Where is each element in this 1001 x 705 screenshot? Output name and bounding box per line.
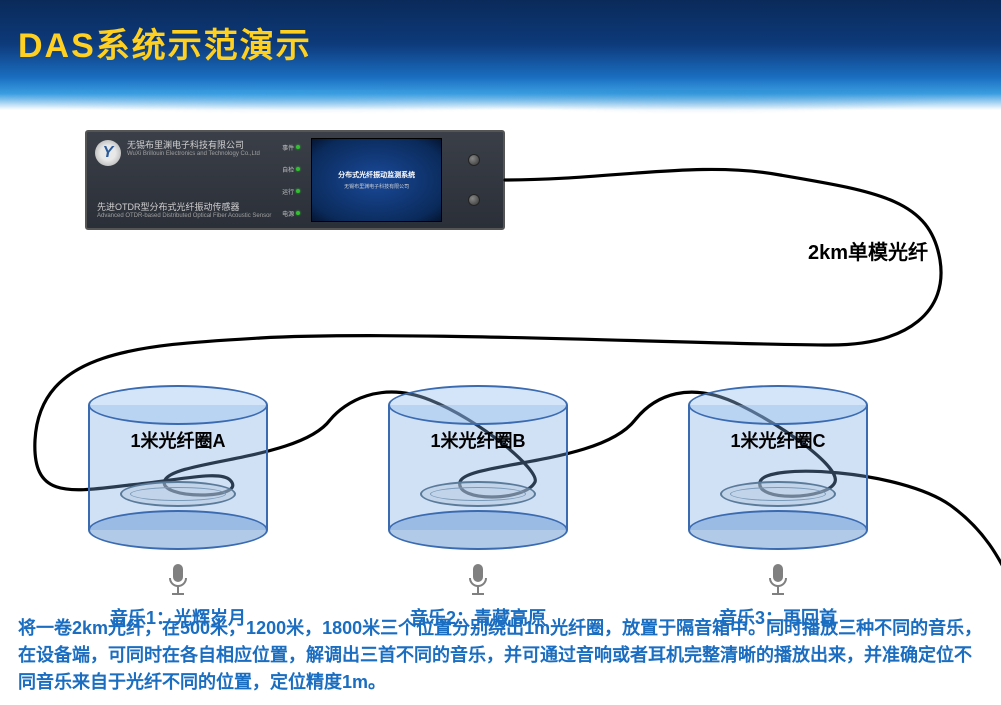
fiber-coil-C: 1米光纤圈C 音乐3：再回首 [688, 385, 868, 550]
fiber-label: 2km单模光纤 [808, 236, 928, 265]
led-icon [296, 167, 300, 171]
device-led-panel: 事件 自检 运行 电源 [275, 132, 308, 228]
fiber-coil-A: 1米光纤圈A 音乐1：光辉岁月 [88, 385, 268, 550]
led-label: 事件 [282, 143, 294, 152]
fiber-ring-icon [720, 481, 835, 507]
cylinder-top [388, 385, 568, 425]
fiber-ring-icon [120, 481, 235, 507]
device-company: 无锡布里渊电子科技有限公司 WuXi Brillouin Electronics… [127, 140, 260, 158]
cylinder-top [88, 385, 268, 425]
microphone-icon [165, 562, 191, 600]
led-icon [296, 189, 300, 193]
slide-title: DAS系统示范演示 [18, 18, 312, 67]
screen-line2: 无锡布里渊电子科技有限公司 [344, 183, 409, 190]
slide-description: 将一卷2km光纤，在500米，1200米，1800米三个位置分别绕出1m光纤圈，… [18, 615, 983, 696]
cylinder-bottom [88, 510, 268, 550]
cylinder-bottom [688, 510, 868, 550]
device-product-en: Advanced OTDR-based Distributed Optical … [97, 213, 271, 220]
coil-label: 1米光纤圈C [688, 427, 868, 453]
device-product: 先进OTDR型分布式光纤振动传感器 Advanced OTDR-based Di… [97, 202, 271, 220]
device-product-zh: 先进OTDR型分布式光纤振动传感器 [97, 202, 271, 213]
device-screen: 分布式光纤振动监测系统 无锡布里渊电子科技有限公司 [311, 138, 441, 222]
coil-label: 1米光纤圈A [88, 427, 268, 453]
device-knob-icon [468, 154, 480, 166]
coil-label: 1米光纤圈B [388, 427, 568, 453]
led-label: 运行 [282, 187, 294, 196]
fiber-ring-icon [420, 481, 535, 507]
cylinder-bottom [388, 510, 568, 550]
fiber-coil-B: 1米光纤圈B 音乐2：青藏高原 [388, 385, 568, 550]
device-company-zh: 无锡布里渊电子科技有限公司 [127, 140, 260, 151]
device-knob-icon [468, 194, 480, 206]
screen-line1: 分布式光纤振动监测系统 [338, 170, 415, 180]
slide-header: DAS系统示范演示 [0, 0, 1001, 110]
led-icon [296, 211, 300, 215]
device-logo-icon: Y [95, 140, 121, 166]
microphone-icon [465, 562, 491, 600]
led-label: 电源 [282, 209, 294, 218]
led-icon [296, 145, 300, 149]
device-right-panel [446, 132, 503, 228]
device-company-en: WuXi Brillouin Electronics and Technolog… [127, 151, 260, 158]
cylinder-top [688, 385, 868, 425]
led-label: 自检 [282, 165, 294, 174]
microphone-icon [765, 562, 791, 600]
device-left-panel: Y 无锡布里渊电子科技有限公司 WuXi Brillouin Electroni… [87, 132, 275, 228]
das-device: Y 无锡布里渊电子科技有限公司 WuXi Brillouin Electroni… [85, 130, 505, 230]
